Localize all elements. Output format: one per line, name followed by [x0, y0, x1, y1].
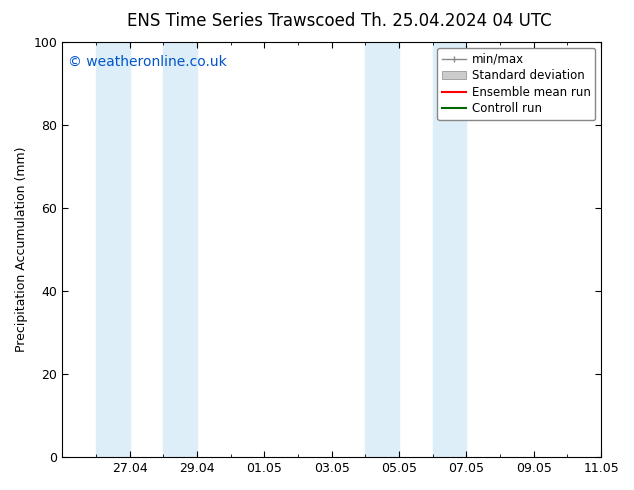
Y-axis label: Precipitation Accumulation (mm): Precipitation Accumulation (mm): [15, 147, 28, 352]
Text: © weatheronline.co.uk: © weatheronline.co.uk: [68, 54, 226, 69]
Bar: [96, 42, 129, 457]
Bar: [365, 42, 399, 457]
Bar: [433, 42, 467, 457]
Legend: min/max, Standard deviation, Ensemble mean run, Controll run: min/max, Standard deviation, Ensemble me…: [437, 48, 595, 120]
Text: ENS Time Series Trawscoed: ENS Time Series Trawscoed: [127, 12, 355, 30]
Text: Th. 25.04.2024 04 UTC: Th. 25.04.2024 04 UTC: [361, 12, 552, 30]
Bar: [164, 42, 197, 457]
